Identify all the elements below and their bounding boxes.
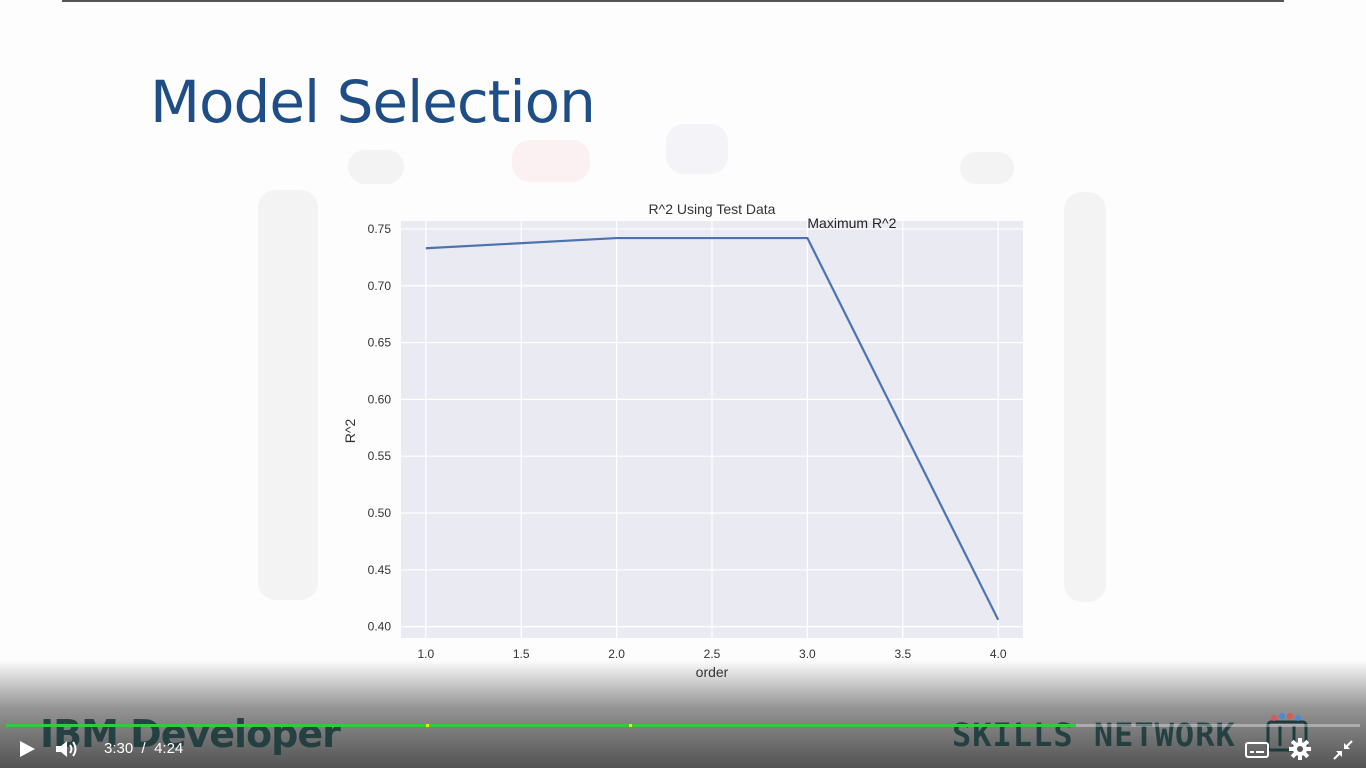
chapter-marker (628, 724, 632, 727)
slide-top-rule (62, 0, 1284, 2)
volume-icon (56, 741, 77, 757)
player-controls-background (0, 660, 1366, 768)
y-tick-label: 0.50 (368, 506, 392, 520)
y-tick-label: 0.70 (368, 279, 392, 293)
skills-network-watermark: SKILLS NETWORK (952, 716, 1236, 754)
volume-button[interactable] (54, 738, 80, 760)
line-chart: 1.0 1.5 2.0 2.5 3.0 3.5 4.0 0.40 0.45 0.50 0.55 0.6… (342, 201, 1023, 680)
annotation-maximum: Maximum R^2 (807, 215, 896, 231)
captions-icon (1245, 742, 1269, 758)
x-tick-label: 4.0 (990, 647, 1007, 661)
background-decoration (258, 190, 318, 600)
time-display: 3:30 / 4:24 (104, 740, 183, 757)
y-tick-label: 0.75 (368, 222, 392, 236)
background-decoration (348, 150, 404, 184)
x-tick-label: 3.0 (799, 647, 816, 661)
ibm-developer-watermark: IBM Developer (40, 712, 341, 756)
seek-bar[interactable] (6, 724, 1360, 727)
skills-network-logo-icon (1266, 713, 1308, 752)
exit-fullscreen-icon (1333, 740, 1353, 760)
time-separator: / (141, 740, 146, 757)
play-icon (20, 741, 35, 757)
x-tick-label: 1.0 (417, 647, 434, 661)
background-decoration (960, 152, 1014, 184)
current-time: 3:30 (104, 740, 134, 757)
chapter-marker (425, 724, 429, 727)
background-decoration (1064, 192, 1106, 602)
y-axis-label: R^2 (342, 419, 358, 444)
play-button[interactable] (16, 738, 38, 760)
x-tick-label: 2.5 (704, 647, 721, 661)
series-layer (425, 236, 1000, 621)
grid-lines (401, 221, 1023, 638)
y-tick-label: 0.45 (368, 563, 392, 577)
exit-fullscreen-button[interactable] (1332, 739, 1354, 761)
settings-button[interactable] (1288, 737, 1312, 761)
slide-title: Model Selection (150, 68, 596, 136)
x-tick-label: 3.5 (894, 647, 911, 661)
series-line (425, 236, 1000, 621)
seek-bar-progress (6, 724, 1076, 727)
y-tick-label: 0.40 (368, 620, 392, 634)
y-tick-label: 0.55 (368, 449, 392, 463)
background-decoration (512, 140, 590, 182)
chart-title: R^2 Using Test Data (649, 201, 776, 217)
settings-icon (1289, 738, 1311, 760)
x-tick-label: 2.0 (608, 647, 625, 661)
captions-button[interactable] (1244, 740, 1270, 760)
y-tick-label: 0.65 (368, 336, 392, 350)
duration: 4:24 (154, 740, 184, 757)
y-tick-label: 0.60 (368, 392, 392, 406)
x-tick-label: 1.5 (513, 647, 530, 661)
background-decoration (666, 124, 728, 174)
tick-labels: 1.0 1.5 2.0 2.5 3.0 3.5 4.0 0.40 0.45 0.50 0.55 0.6… (368, 222, 1007, 661)
